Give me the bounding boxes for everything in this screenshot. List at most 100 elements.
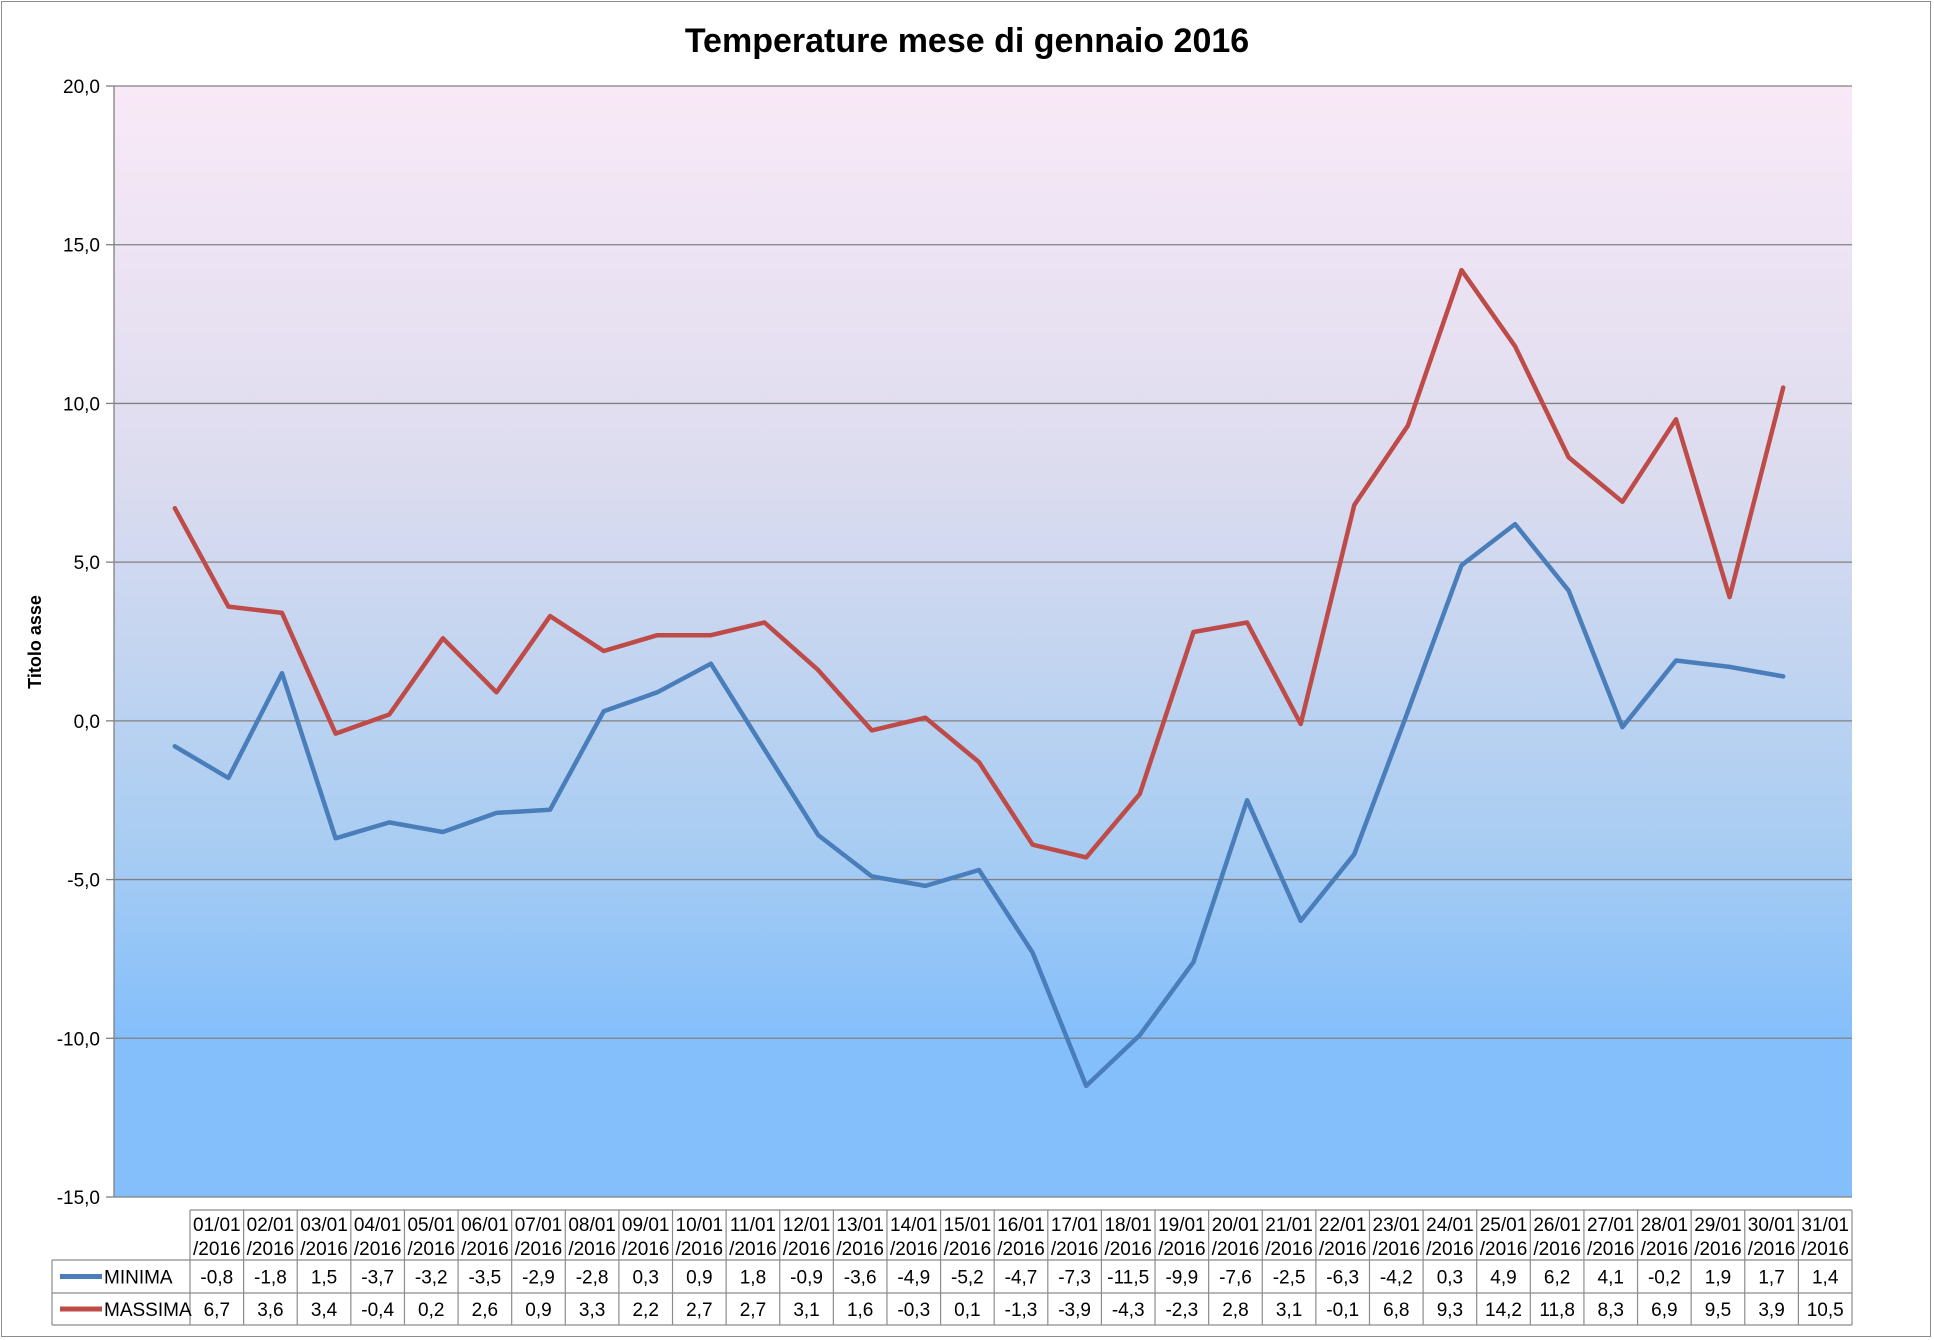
category-label-year: /2016 xyxy=(1319,1239,1367,1260)
data-table-cell: 8,3 xyxy=(1598,1300,1624,1321)
chart-title: Temperature mese di gennaio 2016 xyxy=(685,22,1249,60)
y-tick-label: 20,0 xyxy=(63,77,100,98)
data-table-cell: -6,3 xyxy=(1326,1268,1359,1289)
category-label: 12/01 xyxy=(783,1215,831,1236)
data-table-cell: -11,5 xyxy=(1107,1268,1149,1289)
category-label-year: /2016 xyxy=(676,1239,724,1260)
category-label-year: /2016 xyxy=(1212,1239,1260,1260)
data-table-cell: 3,6 xyxy=(257,1300,283,1321)
category-label-year: /2016 xyxy=(1641,1239,1689,1260)
y-tick-label: -15,0 xyxy=(57,1188,100,1209)
data-table-cell: -2,9 xyxy=(522,1268,555,1289)
category-label: 04/01 xyxy=(354,1215,402,1236)
data-table-cell: 6,2 xyxy=(1544,1268,1570,1289)
series-line-minima xyxy=(172,521,1786,1089)
y-axis: 20,0 15,0 10,0 5,0 0,0 -5,0 -10,0 -15,0 xyxy=(57,77,115,1209)
y-axis-title: Titolo asse xyxy=(25,595,45,689)
data-table-cell: -3,9 xyxy=(1058,1300,1091,1321)
category-label: 29/01 xyxy=(1694,1215,1742,1236)
category-label: 27/01 xyxy=(1587,1215,1635,1236)
category-label-year: /2016 xyxy=(354,1239,402,1260)
data-table-cell: 1,9 xyxy=(1705,1268,1731,1289)
category-label-year: /2016 xyxy=(515,1239,563,1260)
data-table-cell: 0,9 xyxy=(525,1300,551,1321)
category-label: 01/01 xyxy=(193,1215,241,1236)
category-label-year: /2016 xyxy=(997,1239,1045,1260)
category-label: 22/01 xyxy=(1319,1215,1367,1236)
category-label-year: /2016 xyxy=(836,1239,884,1260)
category-label-year: /2016 xyxy=(1694,1239,1742,1260)
y-tick-label: 5,0 xyxy=(74,553,100,574)
category-label: 25/01 xyxy=(1480,1215,1528,1236)
data-table-cell: -4,3 xyxy=(1112,1300,1145,1321)
category-label: 11/01 xyxy=(730,1215,776,1236)
data-table-cell: -3,7 xyxy=(361,1268,394,1289)
data-table-cell: 10,5 xyxy=(1807,1300,1844,1321)
category-label-year: /2016 xyxy=(568,1239,616,1260)
data-table-cell: 1,5 xyxy=(311,1268,337,1289)
category-label: 14/01 xyxy=(890,1215,938,1236)
category-label-year: /2016 xyxy=(461,1239,509,1260)
data-table-cell: 14,2 xyxy=(1485,1300,1522,1321)
series-line-massima xyxy=(172,267,1786,860)
data-table-cell: -2,5 xyxy=(1273,1268,1306,1289)
data-table-cell: 0,2 xyxy=(418,1300,444,1321)
category-label-year: /2016 xyxy=(1426,1239,1474,1260)
category-label: 28/01 xyxy=(1641,1215,1689,1236)
data-table-cell: -0,3 xyxy=(897,1300,930,1321)
data-table-cell: -7,3 xyxy=(1058,1268,1091,1289)
data-table-cell: 3,9 xyxy=(1758,1300,1784,1321)
category-label-year: /2016 xyxy=(890,1239,938,1260)
category-label: 07/01 xyxy=(515,1215,563,1236)
category-label: 08/01 xyxy=(568,1215,616,1236)
series-lines xyxy=(172,267,1786,1089)
data-table: 01/01/201602/01/201603/01/201604/01/2016… xyxy=(51,1209,1853,1326)
legend-label: MINIMA xyxy=(104,1268,173,1289)
y-tick-label: 15,0 xyxy=(63,236,100,257)
category-label-year: /2016 xyxy=(1533,1239,1581,1260)
data-table-cell: 4,1 xyxy=(1598,1268,1624,1289)
data-table-cell: -4,9 xyxy=(897,1268,930,1289)
data-table-cell: 0,3 xyxy=(1437,1268,1463,1289)
data-table-cell: 1,8 xyxy=(740,1268,766,1289)
category-label: 05/01 xyxy=(407,1215,455,1236)
data-table-cell: -0,1 xyxy=(1326,1300,1359,1321)
y-tick-label: -5,0 xyxy=(67,871,100,892)
category-label: 31/01 xyxy=(1801,1215,1849,1236)
category-label: 15/01 xyxy=(944,1215,992,1236)
category-label: 09/01 xyxy=(622,1215,670,1236)
data-table-cell: 3,1 xyxy=(793,1300,819,1321)
data-table-cell: 11,8 xyxy=(1539,1300,1575,1321)
data-table-cell: -3,6 xyxy=(844,1268,877,1289)
category-label: 13/01 xyxy=(836,1215,884,1236)
category-label-year: /2016 xyxy=(1587,1239,1635,1260)
category-label-year: /2016 xyxy=(622,1239,670,1260)
data-table-cell: 6,7 xyxy=(204,1300,230,1321)
category-label-year: /2016 xyxy=(1801,1239,1849,1260)
data-table-cell: -2,8 xyxy=(576,1268,609,1289)
category-label-year: /2016 xyxy=(729,1239,777,1260)
data-table-cell: -7,6 xyxy=(1219,1268,1252,1289)
data-table-cell: 3,1 xyxy=(1276,1300,1302,1321)
data-table-cell: 2,7 xyxy=(740,1300,766,1321)
data-table-cell: 0,3 xyxy=(632,1268,658,1289)
data-table-cell: -4,2 xyxy=(1380,1268,1413,1289)
category-label-year: /2016 xyxy=(407,1239,455,1260)
legend-label: MASSIMA xyxy=(104,1300,192,1321)
category-label-year: /2016 xyxy=(1480,1239,1528,1260)
category-label: 03/01 xyxy=(300,1215,348,1236)
category-label-year: /2016 xyxy=(944,1239,992,1260)
category-label: 24/01 xyxy=(1426,1215,1474,1236)
y-tick-label: 0,0 xyxy=(74,712,100,733)
category-label: 26/01 xyxy=(1533,1215,1581,1236)
data-table-cell: 1,6 xyxy=(847,1300,873,1321)
data-table-cell: -4,7 xyxy=(1005,1268,1038,1289)
data-table-cell: 6,8 xyxy=(1383,1300,1409,1321)
data-table-cell: -0,9 xyxy=(790,1268,823,1289)
data-table-cell: 3,4 xyxy=(311,1300,338,1321)
data-table-cell: 2,2 xyxy=(632,1300,658,1321)
category-label-year: /2016 xyxy=(300,1239,348,1260)
data-table-cell: -0,2 xyxy=(1648,1268,1681,1289)
category-label: 19/01 xyxy=(1158,1215,1206,1236)
